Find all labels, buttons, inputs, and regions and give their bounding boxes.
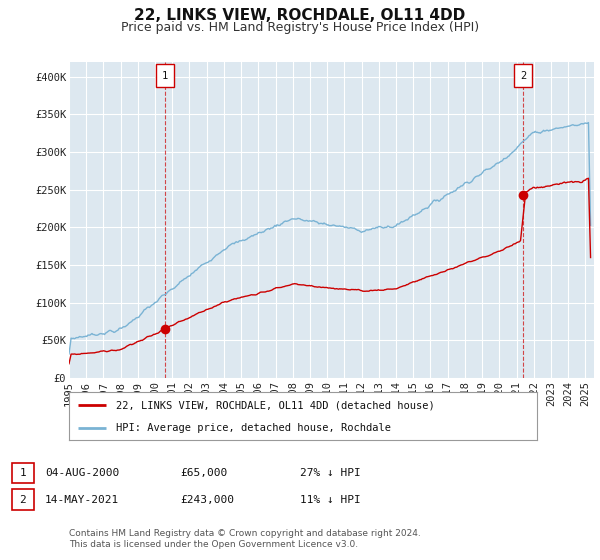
Text: Price paid vs. HM Land Registry's House Price Index (HPI): Price paid vs. HM Land Registry's House … (121, 21, 479, 34)
Text: 1: 1 (19, 468, 26, 478)
Text: 22, LINKS VIEW, ROCHDALE, OL11 4DD (detached house): 22, LINKS VIEW, ROCHDALE, OL11 4DD (deta… (116, 400, 434, 410)
Text: 14-MAY-2021: 14-MAY-2021 (45, 494, 119, 505)
Text: 04-AUG-2000: 04-AUG-2000 (45, 468, 119, 478)
Text: £65,000: £65,000 (180, 468, 227, 478)
Text: 1: 1 (162, 71, 169, 81)
Text: 11% ↓ HPI: 11% ↓ HPI (300, 494, 361, 505)
Text: £243,000: £243,000 (180, 494, 234, 505)
Text: 2: 2 (520, 71, 526, 81)
Text: Contains HM Land Registry data © Crown copyright and database right 2024.
This d: Contains HM Land Registry data © Crown c… (69, 529, 421, 549)
Text: 2: 2 (19, 494, 26, 505)
Text: HPI: Average price, detached house, Rochdale: HPI: Average price, detached house, Roch… (116, 423, 391, 433)
Text: 27% ↓ HPI: 27% ↓ HPI (300, 468, 361, 478)
Text: 22, LINKS VIEW, ROCHDALE, OL11 4DD: 22, LINKS VIEW, ROCHDALE, OL11 4DD (134, 8, 466, 24)
